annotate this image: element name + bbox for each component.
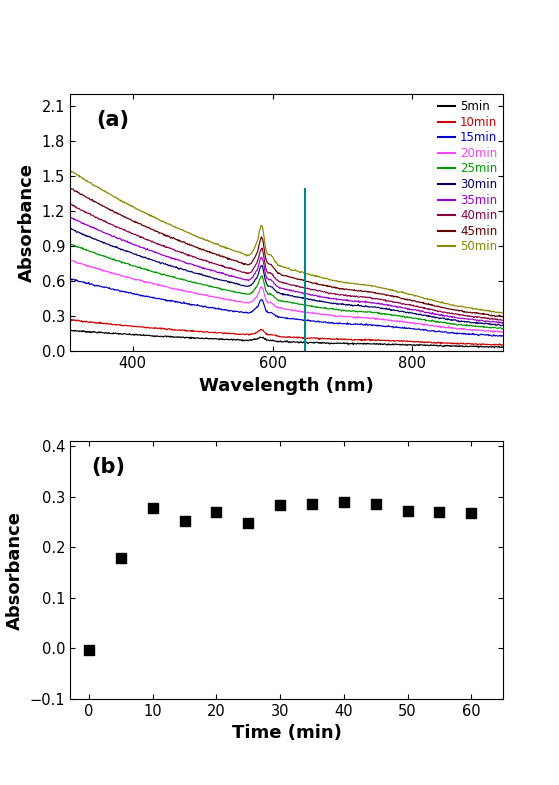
Point — [116, 552, 125, 564]
Point — [371, 498, 380, 511]
Text: (a): (a) — [96, 110, 129, 130]
Point — [307, 498, 316, 511]
Point — [276, 499, 285, 512]
Point — [339, 495, 348, 508]
X-axis label: Wavelength (nm): Wavelength (nm) — [199, 377, 374, 395]
Point — [403, 505, 412, 517]
Point — [84, 644, 93, 656]
X-axis label: Time (min): Time (min) — [231, 724, 342, 742]
Point — [148, 502, 157, 514]
Text: (b): (b) — [92, 457, 126, 476]
Y-axis label: Absorbance: Absorbance — [6, 510, 24, 630]
Point — [435, 506, 444, 518]
Point — [212, 506, 221, 518]
Point — [180, 514, 189, 527]
Legend: 5min, 10min, 15min, 20min, 25min, 30min, 35min, 40min, 45min, 50min: 5min, 10min, 15min, 20min, 25min, 30min,… — [435, 98, 500, 256]
Point — [244, 517, 253, 529]
Point — [467, 507, 476, 520]
Y-axis label: Absorbance: Absorbance — [18, 163, 36, 283]
